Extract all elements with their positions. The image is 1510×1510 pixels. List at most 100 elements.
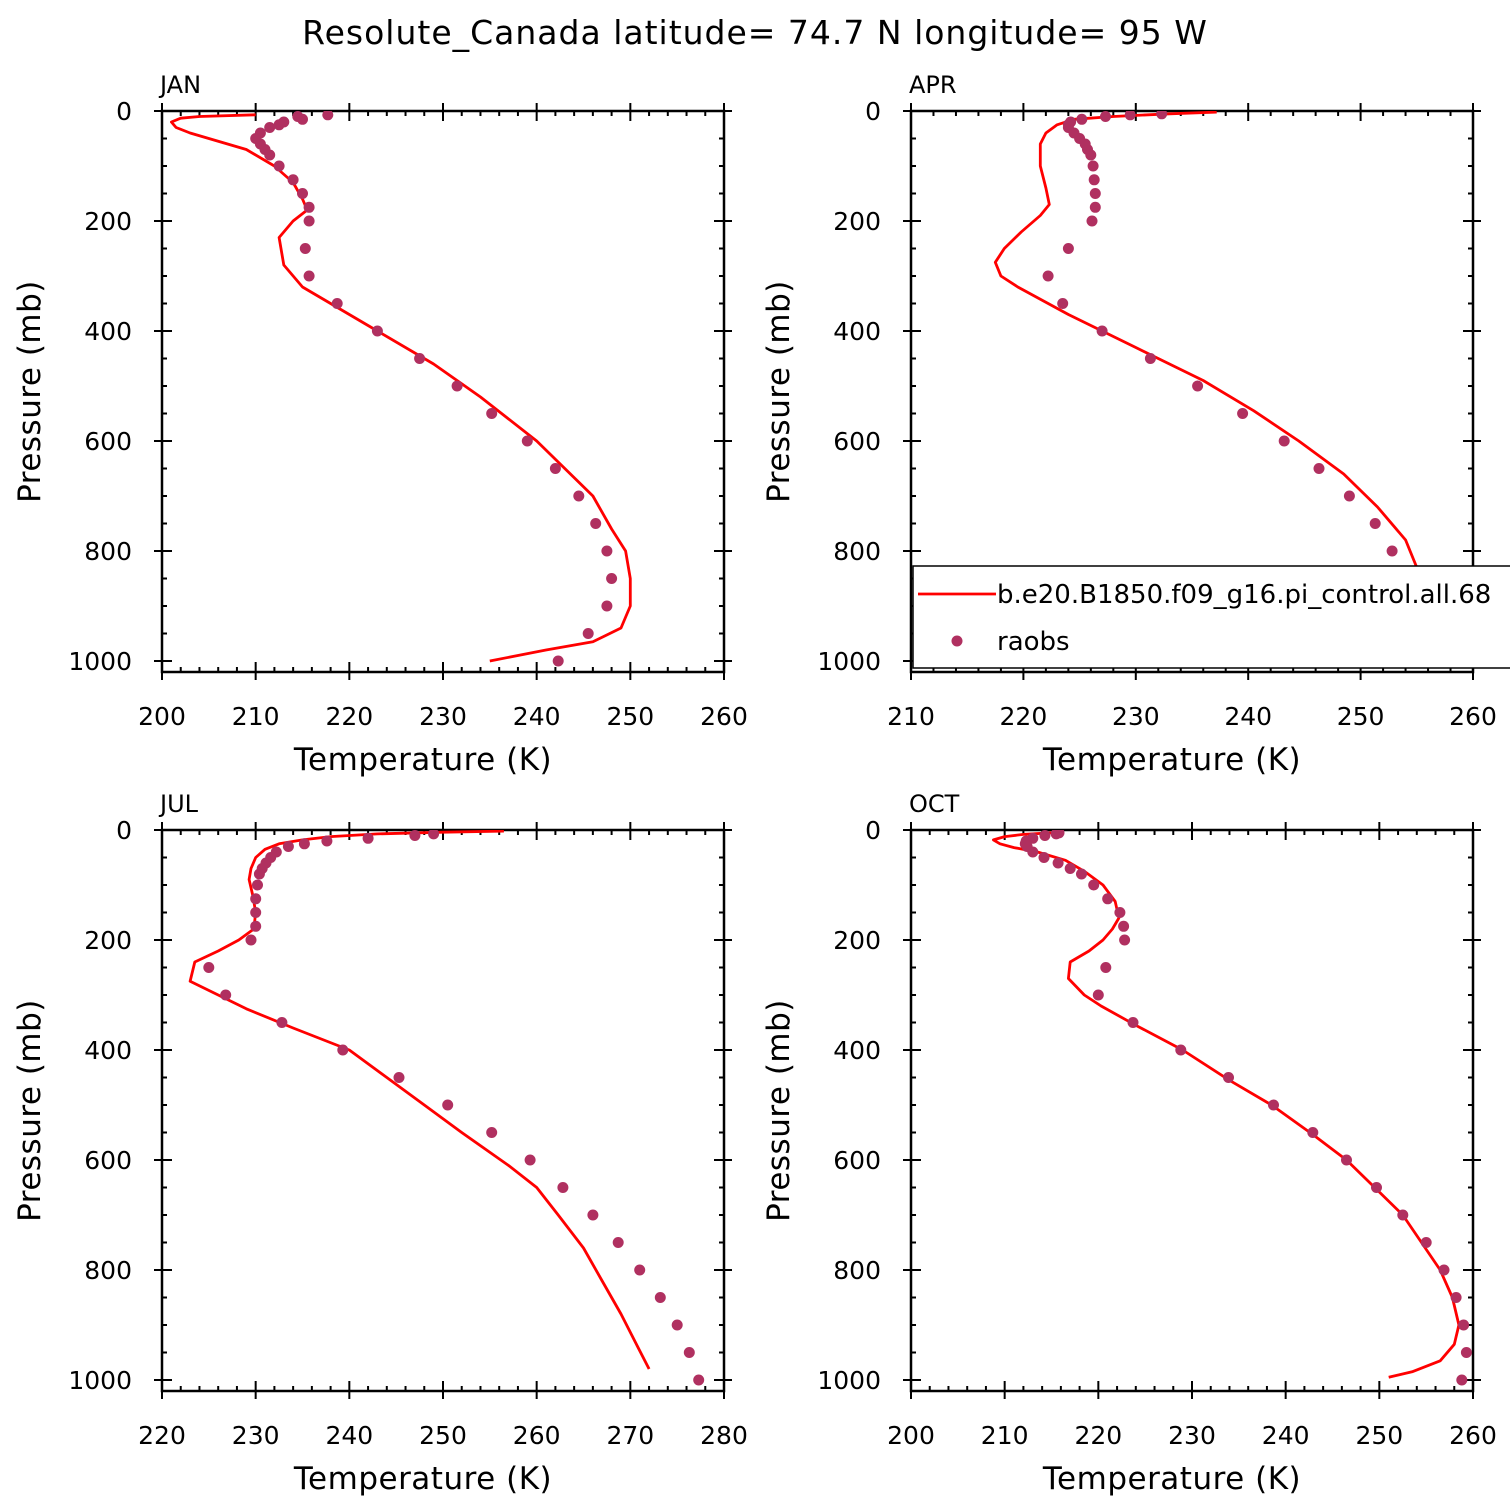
x-tick-label: 260 [513,1421,561,1450]
x-axis-label: Temperature (K) [293,742,552,778]
raobs-point [601,600,613,612]
raobs-point [1438,1264,1450,1276]
plot-frame [160,828,726,1393]
x-tick-label: 230 [419,702,467,731]
legend-dot-swatch [951,635,963,647]
model-profile-line [188,830,651,1370]
panel-oct: OCT 200 210 220 230 240 250 260 0 200 400 600 800 100… [761,790,1497,1497]
raobs-point [1050,830,1062,840]
y-tick-label: 400 [833,1036,881,1065]
y-tick-label: 1000 [817,647,881,676]
raobs-point [606,573,618,584]
raobs-point [264,122,276,133]
x-tick-label: 240 [1224,702,1272,731]
x-tick-label: 220 [1000,702,1048,731]
y-tick-label: 1000 [68,647,132,676]
x-tick-label: 230 [1112,702,1160,731]
raobs-point [321,835,333,847]
raobs-point [671,1319,683,1331]
x-axis-label: Temperature (K) [1042,742,1301,778]
raobs-point [250,920,262,932]
raobs-point [273,160,285,172]
raobs-point [1268,1099,1279,1111]
raobs-point [1088,174,1100,186]
raobs-point [1062,243,1074,254]
raobs-point [634,1264,646,1276]
y-tick-label: 0 [865,97,881,126]
raobs-point [442,1099,454,1111]
panels: JAN 200 210 220 230 240 250 260 0 200 400 600 800 100… [12,71,1497,1497]
y-tick-label: 200 [84,207,132,236]
x-axis-label: Temperature (K) [293,1461,552,1497]
plot-frame [909,828,1475,1393]
raobs-point [1397,1209,1409,1221]
raobs-point [371,325,383,337]
x-tick-label: 240 [513,702,561,731]
x-tick-label: 200 [138,702,186,731]
raobs-point [245,934,257,946]
raobs-point [573,490,585,502]
raobs-point [1038,852,1050,863]
y-tick-label: 600 [84,427,132,456]
x-tick-label: 250 [1337,702,1385,731]
raobs-point [1144,353,1156,364]
x-tick-label: 250 [419,1421,467,1450]
x-tick-label: 260 [1449,702,1497,731]
x-tick-label: 220 [138,1421,186,1450]
raobs-point [1237,408,1249,419]
panel-month-label: APR [909,71,957,99]
panel-month-label: JUL [158,790,199,818]
raobs-point [1027,846,1039,858]
raobs-point [428,830,440,840]
y-tick-label: 0 [116,97,132,126]
raobs-point [298,838,310,850]
raobs-point [409,830,421,841]
raobs-point [612,1237,624,1248]
raobs-point [1064,863,1076,874]
y-tick-label: 800 [84,1256,132,1285]
plot-area [993,111,1424,667]
raobs-point [1369,518,1381,529]
x-tick-label: 250 [606,702,654,731]
panel-jan: JAN 200 210 220 230 240 250 260 0 200 400 600 800 100… [12,71,748,778]
raobs-point [303,215,315,227]
raobs-point [1307,1127,1319,1138]
raobs-point [1313,463,1325,474]
x-tick-label: 200 [887,1421,935,1450]
raobs-point [552,655,564,667]
raobs-point [1460,1347,1472,1358]
raobs-point [203,962,215,973]
raobs-point [297,188,308,199]
y-tick-label: 800 [833,1256,881,1285]
raobs-point [1052,857,1064,869]
raobs-point [1124,111,1136,121]
raobs-point [1223,1072,1234,1083]
raobs-point [1076,868,1087,880]
raobs-point [1371,1182,1382,1193]
raobs-point [1086,215,1098,227]
raobs-point [683,1347,695,1358]
raobs-point [362,832,374,844]
legend-obs-label: raobs [997,627,1070,657]
raobs-point [276,1017,288,1028]
y-axis-label: Pressure (mb) [761,280,797,503]
panel-jul: JUL 220 230 240 250 260 270 280 0 200 400 600 800 100… [12,790,748,1497]
raobs-point [1118,920,1130,932]
raobs-point [587,1209,599,1221]
legend-model-label: b.e20.B1850.f09_g16.pi_control.all.68 [997,580,1491,610]
y-tick-label: 600 [84,1146,132,1175]
raobs-point [1087,160,1099,172]
raobs-point [1278,435,1290,447]
model-profile-line [992,831,1461,1379]
legend: b.e20.B1850.f09_g16.pi_control.all.68rao… [912,565,1510,669]
raobs-point [1458,1319,1470,1331]
raobs-point [486,1127,498,1138]
y-tick-label: 600 [833,1146,881,1175]
raobs-point [1341,1154,1352,1166]
raobs-point [299,243,311,254]
raobs-point [524,1154,536,1166]
raobs-point [451,380,463,392]
raobs-point [303,201,315,213]
raobs-point [1450,1292,1462,1303]
raobs-point [557,1182,569,1193]
